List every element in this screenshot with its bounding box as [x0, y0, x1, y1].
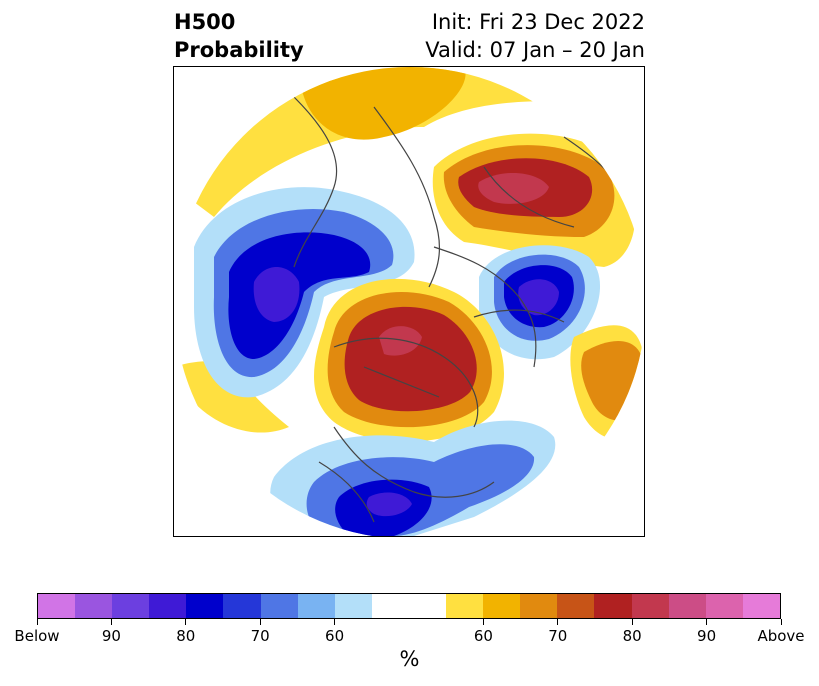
anomaly-above-80-alaska	[344, 306, 477, 412]
colorbar-cell	[297, 594, 335, 618]
colorbar-cell	[149, 594, 187, 618]
colorbar-cell	[75, 594, 113, 618]
colorbar	[37, 593, 781, 619]
colorbar-cell	[186, 594, 224, 618]
colorbar-cell	[408, 594, 447, 618]
anomaly-above-90-europe	[478, 172, 549, 204]
anomaly-below-90-east-us	[366, 492, 412, 517]
colorbar-tick-label: 70	[250, 627, 270, 645]
colorbar-tick	[482, 619, 484, 625]
colorbar-cell	[38, 594, 76, 618]
colorbar-cell	[557, 594, 595, 618]
title-line-1: H500	[174, 10, 236, 34]
colorbar-tick-label: 80	[176, 627, 196, 645]
anomaly-above-70-scandinavia	[294, 67, 466, 140]
colorbar-tick	[110, 619, 112, 625]
colorbar-cell	[668, 594, 706, 618]
colorbar-tick	[185, 619, 187, 625]
polar-map	[174, 67, 644, 536]
colorbar-cell	[520, 594, 558, 618]
colorbar-tick	[706, 619, 708, 625]
colorbar-tick-label: 90	[697, 627, 717, 645]
colorbar-cell	[371, 594, 409, 618]
anomaly-above-60-south	[174, 361, 289, 433]
colorbar-tick	[780, 619, 782, 625]
colorbar-cell	[631, 594, 669, 618]
coastlines	[293, 96, 630, 523]
anomaly-below-80-russia	[228, 232, 371, 359]
anomaly-above-90-alaska	[379, 326, 422, 356]
title-right: Init: Fri 23 Dec 2022 Valid: 07 Jan – 20…	[425, 8, 645, 64]
anomaly-above-60-arctic	[174, 67, 644, 217]
colorbar-tick-label: 90	[101, 627, 121, 645]
colorbar-cell	[742, 594, 780, 618]
colorbar-tick-label: Above	[757, 627, 805, 645]
colorbar-tick-label: 60	[325, 627, 345, 645]
title-left: H500 Probability	[174, 8, 304, 64]
colorbar-tick-label: 60	[473, 627, 493, 645]
colorbar-tick-label: 70	[548, 627, 568, 645]
colorbar-cell	[483, 594, 521, 618]
init-date: Init: Fri 23 Dec 2022	[431, 10, 645, 34]
colorbar-cell	[446, 594, 484, 618]
colorbar-tick-label: Below	[14, 627, 60, 645]
colorbar-cell	[705, 594, 743, 618]
colorbar-tick	[259, 619, 261, 625]
colorbar-unit: %	[399, 647, 420, 671]
colorbar-cell	[594, 594, 632, 618]
colorbar-tick	[334, 619, 336, 625]
colorbar-tick-label: 80	[622, 627, 642, 645]
colorbar-tick	[557, 619, 559, 625]
title-line-2: Probability	[174, 38, 304, 62]
colorbar-tick	[631, 619, 633, 625]
colorbar-tick	[36, 619, 38, 625]
map-panel	[173, 66, 645, 537]
colorbar-cell	[260, 594, 298, 618]
colorbar-cell	[223, 594, 261, 618]
colorbar-ticks: Below 90 80 70 60 60 70 80 90 Above	[14, 619, 805, 649]
anomaly-below-90-bering	[518, 279, 559, 316]
colorbar-cell	[112, 594, 150, 618]
colorbar-cell	[334, 594, 372, 618]
anomaly-below-90-russia	[253, 267, 300, 322]
valid-range: Valid: 07 Jan – 20 Jan	[425, 38, 645, 62]
